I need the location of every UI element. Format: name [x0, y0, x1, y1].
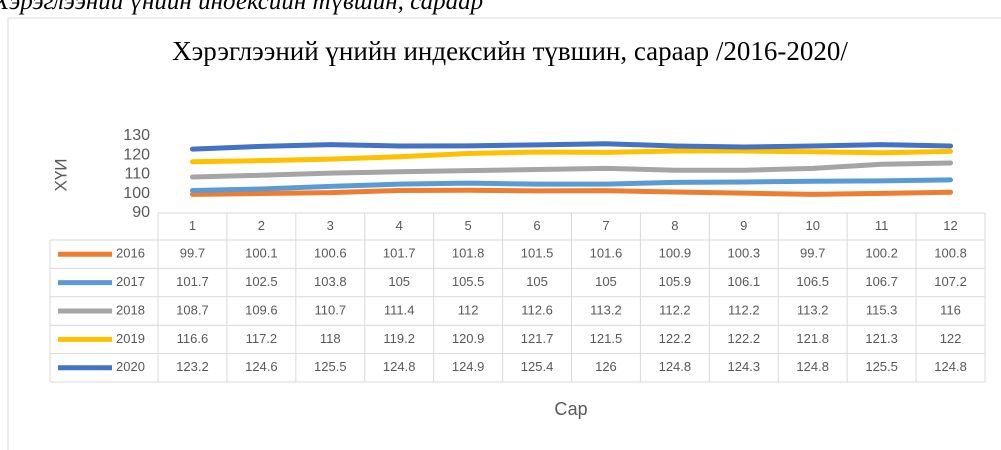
table-value: 101.5	[521, 246, 554, 261]
y-axis-label: ХҮИ	[51, 158, 70, 191]
table-value: 105	[595, 274, 617, 289]
y-tick-label: 110	[124, 166, 150, 183]
table-value: 121.7	[521, 331, 554, 346]
table-value: 102.5	[245, 274, 278, 289]
table-value: 112.2	[659, 302, 691, 317]
y-tick-label: 100	[123, 185, 150, 202]
table-value: 116.6	[177, 331, 209, 346]
table-value: 99.7	[180, 246, 205, 261]
y-tick-label: 90	[132, 204, 150, 221]
x-tick-label: 10	[805, 218, 819, 233]
y-tick-label: 120	[123, 146, 150, 163]
table-value: 106.1	[728, 274, 761, 289]
table-value: 124.8	[796, 359, 829, 374]
chart-title: Хэрэглээний үнийн индексийн түвшин, сара…	[172, 36, 848, 66]
table-value: 124.9	[452, 359, 485, 374]
table-value: 116	[940, 302, 961, 317]
x-tick-label: 5	[465, 218, 472, 233]
table-value: 111.4	[384, 302, 415, 317]
x-tick-label: 9	[740, 218, 747, 233]
legend-label: 2019	[116, 331, 145, 346]
x-tick-label: 4	[396, 218, 403, 233]
table-value: 125.5	[865, 359, 898, 374]
x-tick-label: 12	[943, 218, 957, 233]
table-value: 101.6	[590, 246, 623, 261]
x-tick-label: 11	[875, 218, 889, 233]
caption: Хэрэглээний үнийн индексийн түвшин, сара…	[0, 0, 484, 15]
table-value: 120.9	[452, 331, 485, 346]
table-value: 124.6	[245, 359, 278, 374]
table-value: 117.2	[246, 331, 278, 346]
table-value: 101.8	[452, 246, 485, 261]
table-value: 100.3	[728, 246, 761, 261]
table-value: 110.7	[315, 302, 347, 317]
x-axis-label: Сар	[554, 399, 587, 419]
table-value: 100.6	[314, 246, 347, 261]
x-tick-label: 1	[189, 218, 196, 233]
table-value: 119.2	[383, 331, 415, 346]
table-value: 105	[388, 274, 410, 289]
series-line	[189, 141, 954, 152]
chart-border	[7, 17, 1001, 450]
table-value: 100.1	[245, 246, 278, 261]
table-value: 112	[458, 302, 479, 317]
table-value: 107.2	[934, 274, 967, 289]
table-value: 112.6	[521, 302, 553, 317]
table-value: 124.8	[659, 359, 692, 374]
table-value: 122.2	[659, 331, 692, 346]
legend-label: 2020	[116, 359, 145, 374]
table-value: 124.8	[383, 359, 416, 374]
series-line	[189, 177, 954, 193]
table-value: 113.2	[590, 302, 622, 317]
table-value: 100.9	[659, 246, 692, 261]
legend-label: 2016	[116, 246, 145, 261]
y-tick-label: 130	[123, 127, 150, 144]
legend-label: 2018	[116, 302, 145, 317]
table-value: 106.7	[865, 274, 898, 289]
series-line	[189, 160, 954, 180]
x-tick-label: 7	[602, 218, 609, 233]
table-value: 105	[526, 274, 548, 289]
x-tick-label: 6	[533, 218, 540, 233]
table-value: 124.3	[728, 359, 761, 374]
table-value: 109.6	[245, 302, 278, 317]
table-value: 123.2	[176, 359, 209, 374]
table-value: 125.4	[521, 359, 554, 374]
table-value: 100.8	[934, 246, 967, 261]
x-tick-label: 3	[327, 218, 334, 233]
table-value: 99.7	[800, 246, 825, 261]
table-value: 124.8	[934, 359, 967, 374]
table-value: 106.5	[796, 274, 829, 289]
x-tick-label: 8	[671, 218, 678, 233]
table-value: 101.7	[176, 274, 209, 289]
table-value: 121.5	[590, 331, 623, 346]
table-value: 105.5	[452, 274, 485, 289]
table-value: 121.3	[865, 331, 898, 346]
table-value: 113.2	[797, 302, 829, 317]
legend-label: 2017	[116, 274, 145, 289]
table-value: 122	[940, 331, 962, 346]
table-value: 101.7	[383, 246, 416, 261]
table-value: 103.8	[314, 274, 347, 289]
x-tick-label: 2	[258, 218, 265, 233]
table-value: 100.2	[865, 246, 898, 261]
table-value: 121.8	[796, 331, 829, 346]
table-value: 115.3	[866, 302, 898, 317]
table-value: 125.5	[314, 359, 347, 374]
table-value: 108.7	[176, 302, 209, 317]
table-value: 126	[595, 359, 617, 374]
table-value: 122.2	[728, 331, 761, 346]
table-value: 105.9	[659, 274, 692, 289]
series-line	[189, 187, 954, 197]
series-line	[189, 148, 954, 165]
table-value: 112.2	[728, 302, 760, 317]
table-value: 118	[320, 331, 341, 346]
